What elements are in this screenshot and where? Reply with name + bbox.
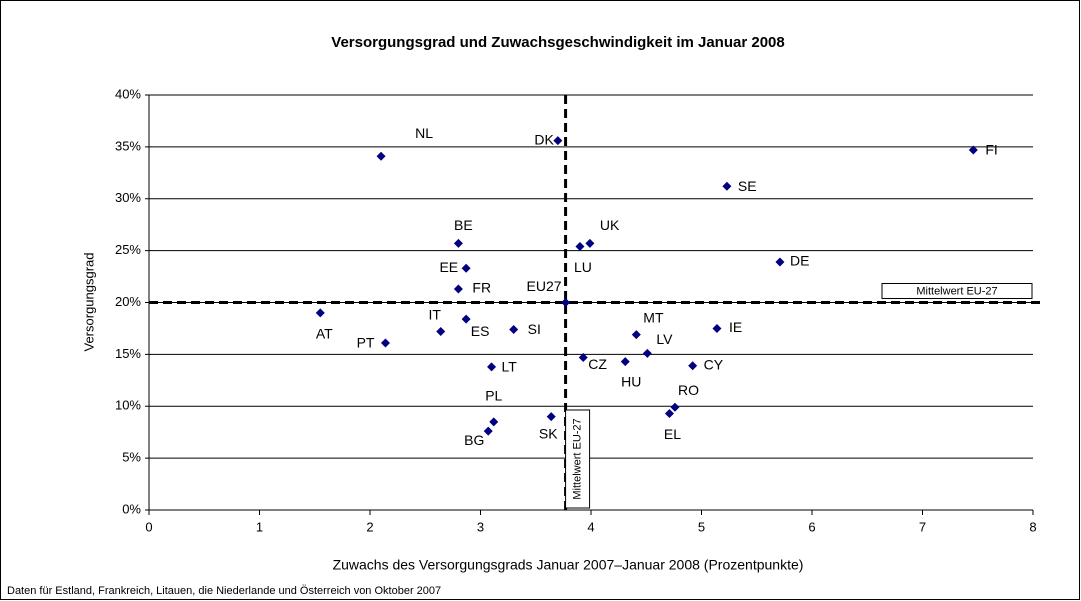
- y-tick-label: 0%: [122, 501, 141, 516]
- data-point: [553, 136, 563, 146]
- y-tick-label: 40%: [115, 86, 141, 101]
- point-label: HU: [621, 373, 641, 389]
- point-label: EE: [439, 259, 458, 275]
- point-label: EL: [664, 426, 681, 442]
- x-tick-label: 8: [1029, 519, 1036, 534]
- data-point: [670, 402, 680, 412]
- data-point: [487, 362, 497, 372]
- point-label: IT: [428, 306, 441, 322]
- point-label: RO: [678, 382, 699, 398]
- data-point: [453, 238, 463, 248]
- mean-y-label: Mittelwert EU-27: [916, 285, 997, 297]
- y-tick-label: 30%: [115, 190, 141, 205]
- x-tick-label: 4: [587, 519, 594, 534]
- y-tick-label: 10%: [115, 398, 141, 413]
- data-point: [620, 357, 630, 367]
- data-point: [642, 348, 652, 358]
- point-label: SE: [738, 178, 757, 194]
- data-point: [461, 314, 471, 324]
- point-label: ES: [471, 323, 490, 339]
- data-point: [775, 257, 785, 267]
- footnote: Daten für Estland, Frankreich, Litauen, …: [7, 585, 441, 597]
- x-axis-label: Zuwachs des Versorgungsgrads Januar 2007…: [333, 557, 804, 573]
- mean-x-label-box: [565, 409, 591, 509]
- point-label: PT: [357, 335, 375, 351]
- point-label: DE: [790, 253, 809, 269]
- mean-x-label: Mittelwert EU-27: [571, 418, 583, 499]
- point-label: FR: [472, 280, 491, 296]
- point-label: CZ: [588, 356, 607, 372]
- data-point: [453, 284, 463, 294]
- data-point: [968, 145, 978, 155]
- x-tick-label: 5: [698, 519, 705, 534]
- data-point: [664, 409, 674, 419]
- x-tick-label: 7: [919, 519, 926, 534]
- point-label: UK: [600, 217, 620, 233]
- mean-y-label-box: [881, 283, 1033, 299]
- data-point: [376, 151, 386, 161]
- y-tick-label: 35%: [115, 138, 141, 153]
- data-point: [546, 412, 556, 422]
- point-label: CY: [704, 356, 724, 372]
- point-label: BG: [464, 432, 484, 448]
- x-tick-label: 2: [366, 519, 373, 534]
- x-tick-label: 6: [808, 519, 815, 534]
- y-tick-label: 20%: [115, 294, 141, 309]
- y-tick-label: 25%: [115, 242, 141, 257]
- data-point: [509, 324, 519, 334]
- point-label: SI: [528, 321, 541, 337]
- data-point: [578, 352, 588, 362]
- point-label: LV: [656, 331, 673, 347]
- data-point: [561, 298, 571, 307]
- point-label: BE: [454, 217, 473, 233]
- point-label: IE: [729, 319, 742, 335]
- y-tick-label: 5%: [122, 450, 141, 465]
- x-tick-label: 1: [256, 519, 263, 534]
- data-point: [585, 238, 595, 248]
- point-label: LU: [574, 259, 592, 275]
- point-label: AT: [316, 326, 333, 342]
- x-tick-label: 0: [145, 519, 152, 534]
- data-point: [631, 330, 641, 340]
- point-label: DK: [534, 131, 554, 147]
- data-point: [722, 181, 732, 191]
- point-label: EU27: [527, 278, 562, 294]
- data-point: [712, 323, 722, 333]
- data-point: [688, 361, 698, 371]
- x-tick-label: 3: [477, 519, 484, 534]
- chart-title: Versorgungsgrad und Zuwachsgeschwindigke…: [331, 34, 784, 51]
- data-point: [489, 417, 499, 427]
- data-point: [461, 263, 471, 273]
- data-point: [436, 327, 446, 337]
- y-tick-label: 15%: [115, 346, 141, 361]
- data-point: [315, 308, 325, 318]
- point-label: NL: [415, 125, 433, 141]
- data-point: [380, 338, 390, 348]
- point-label: MT: [643, 309, 664, 325]
- point-label: LT: [502, 359, 518, 375]
- point-label: SK: [539, 425, 558, 441]
- data-point: [575, 241, 585, 251]
- y-axis-label: Versorgungsgrad: [81, 252, 96, 351]
- data-point: [483, 426, 493, 436]
- point-label: FI: [985, 142, 997, 158]
- point-label: PL: [485, 388, 502, 404]
